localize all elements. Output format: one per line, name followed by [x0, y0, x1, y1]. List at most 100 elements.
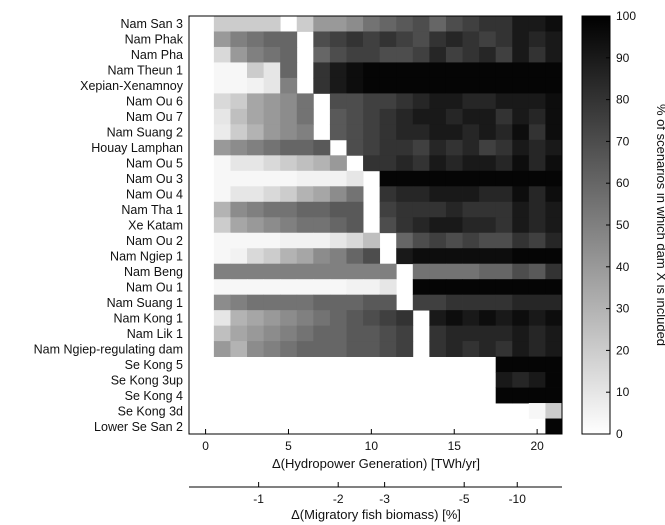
- heatmap-cell: [512, 62, 530, 79]
- heatmap-cell: [213, 139, 231, 156]
- heatmap-cell: [528, 372, 546, 388]
- dam-label: Nam Tha 1: [121, 203, 183, 217]
- heatmap-cell: [528, 263, 546, 280]
- heatmap-cell: [462, 217, 480, 234]
- heatmap-cell: [363, 248, 381, 265]
- heatmap-cell: [545, 108, 563, 125]
- heatmap-cell: [495, 248, 513, 265]
- x2-tick-label: -2: [333, 492, 344, 506]
- heatmap-cell: [296, 124, 314, 141]
- heatmap-cell: [313, 139, 331, 156]
- heatmap-cell: [296, 294, 314, 311]
- dam-label: Xepian-Xenamnoy: [80, 79, 184, 93]
- heatmap-cell: [213, 232, 231, 249]
- star-marker: ★: [317, 95, 327, 108]
- heatmap-cell: [396, 325, 414, 342]
- heatmap-cell: [280, 279, 298, 296]
- heatmap-cell: [445, 31, 463, 48]
- heatmap-cell: [429, 108, 447, 125]
- heatmap-cell: [396, 16, 414, 32]
- heatmap-cell: [412, 31, 430, 48]
- heatmap-cell: [230, 155, 248, 172]
- heatmap-cell: [379, 263, 397, 280]
- heatmap-cell: [296, 217, 314, 234]
- heatmap-cell: [512, 263, 530, 280]
- heatmap-cell: [296, 263, 314, 280]
- heatmap-cell: [429, 93, 447, 110]
- heatmap-cell: [379, 325, 397, 342]
- heatmap-cell: [213, 294, 231, 311]
- heatmap-cell: [445, 62, 463, 79]
- heatmap-cell: [479, 341, 497, 357]
- heatmap-cell: [445, 325, 463, 342]
- heatmap-cell: [528, 279, 546, 296]
- star-marker: ★: [366, 219, 376, 232]
- heatmap-cell: [479, 155, 497, 172]
- heatmap-cell: [429, 341, 447, 357]
- heatmap-cell: [230, 248, 248, 265]
- heatmap-cell: [363, 310, 381, 327]
- heatmap-cell: [213, 93, 231, 110]
- heatmap-cell: [495, 62, 513, 79]
- heatmap-cell: [479, 217, 497, 234]
- heatmap-cell: [230, 62, 248, 79]
- heatmap-cell: [495, 170, 513, 187]
- heatmap-cell: [346, 263, 364, 280]
- colorbar-tick-label: 80: [616, 93, 630, 107]
- heatmap-cell: [495, 356, 513, 373]
- heatmap-cell: [247, 16, 264, 32]
- heatmap-cell: [545, 124, 563, 141]
- selected-dam-stars: ★ ★ ★ ★ ★ ★ ★ ★ ★ ★ ★ ★ ★ ★ ★ ★ ★ ★ ★ ★ ★ ★ ★ ★ ★ ★ ★: [284, 18, 543, 434]
- heatmap-cell: [213, 170, 231, 187]
- heatmap-cell: [429, 170, 447, 187]
- heatmap-cell: [230, 341, 248, 357]
- dam-label: Se Kong 5: [125, 358, 183, 372]
- heatmap-cell: [495, 325, 513, 342]
- heatmap-cell: [230, 46, 248, 63]
- star-marker: ★: [383, 234, 393, 247]
- heatmap-cell: [545, 325, 563, 342]
- star-marker: ★: [383, 250, 393, 263]
- heatmap-cell: [263, 263, 281, 280]
- heatmap-cell: [445, 93, 463, 110]
- heatmap-cell: [213, 16, 231, 32]
- heatmap-cell: [346, 232, 364, 249]
- heatmap-cell: [263, 77, 281, 94]
- x2-tick-label: -3: [379, 492, 390, 506]
- heatmap-cell: [263, 31, 281, 48]
- heatmap-cell: [280, 155, 298, 172]
- heatmap-cell: [429, 263, 447, 280]
- heatmap-cell: [545, 310, 563, 327]
- heatmap-cell: [479, 31, 497, 48]
- heatmap-cell: [412, 77, 430, 94]
- heatmap-cell: [379, 93, 397, 110]
- heatmap-cell: [296, 139, 314, 156]
- heatmap-cell: [313, 310, 331, 327]
- heatmap-cell: [445, 310, 463, 327]
- secondary-x-axis: -1 -2 -3 -5 -10: [189, 482, 562, 506]
- colorbar-tick-label: 100: [616, 9, 636, 23]
- star-marker: ★: [416, 327, 426, 340]
- dam-label: Nam Lik 1: [127, 327, 183, 341]
- heatmap-cell: [280, 77, 298, 94]
- dam-label: Nam Pha: [131, 48, 183, 62]
- heatmap-cell: [379, 310, 397, 327]
- heatmap-cell: [263, 93, 281, 110]
- heatmap-cell: [479, 232, 497, 249]
- star-marker: ★: [317, 126, 327, 139]
- heatmap-cell: [396, 217, 414, 234]
- heatmap-cell: [528, 356, 546, 373]
- heatmap-cell: [230, 170, 248, 187]
- colorbar-tick-label: 10: [616, 385, 630, 399]
- heatmap-cell: [429, 139, 447, 156]
- heatmap-cell: [429, 248, 447, 265]
- dam-label: Nam San 3: [120, 17, 183, 31]
- heatmap-cell: [247, 124, 264, 141]
- heatmap-cell: [479, 248, 497, 265]
- heatmap-cell: [412, 16, 430, 32]
- heatmap-cell: [462, 31, 480, 48]
- colorbar-title: % of scenarios in which dam X is include…: [654, 104, 665, 346]
- heatmap-cell: [462, 170, 480, 187]
- heatmap-cell: [247, 310, 264, 327]
- heatmap-cell: [412, 155, 430, 172]
